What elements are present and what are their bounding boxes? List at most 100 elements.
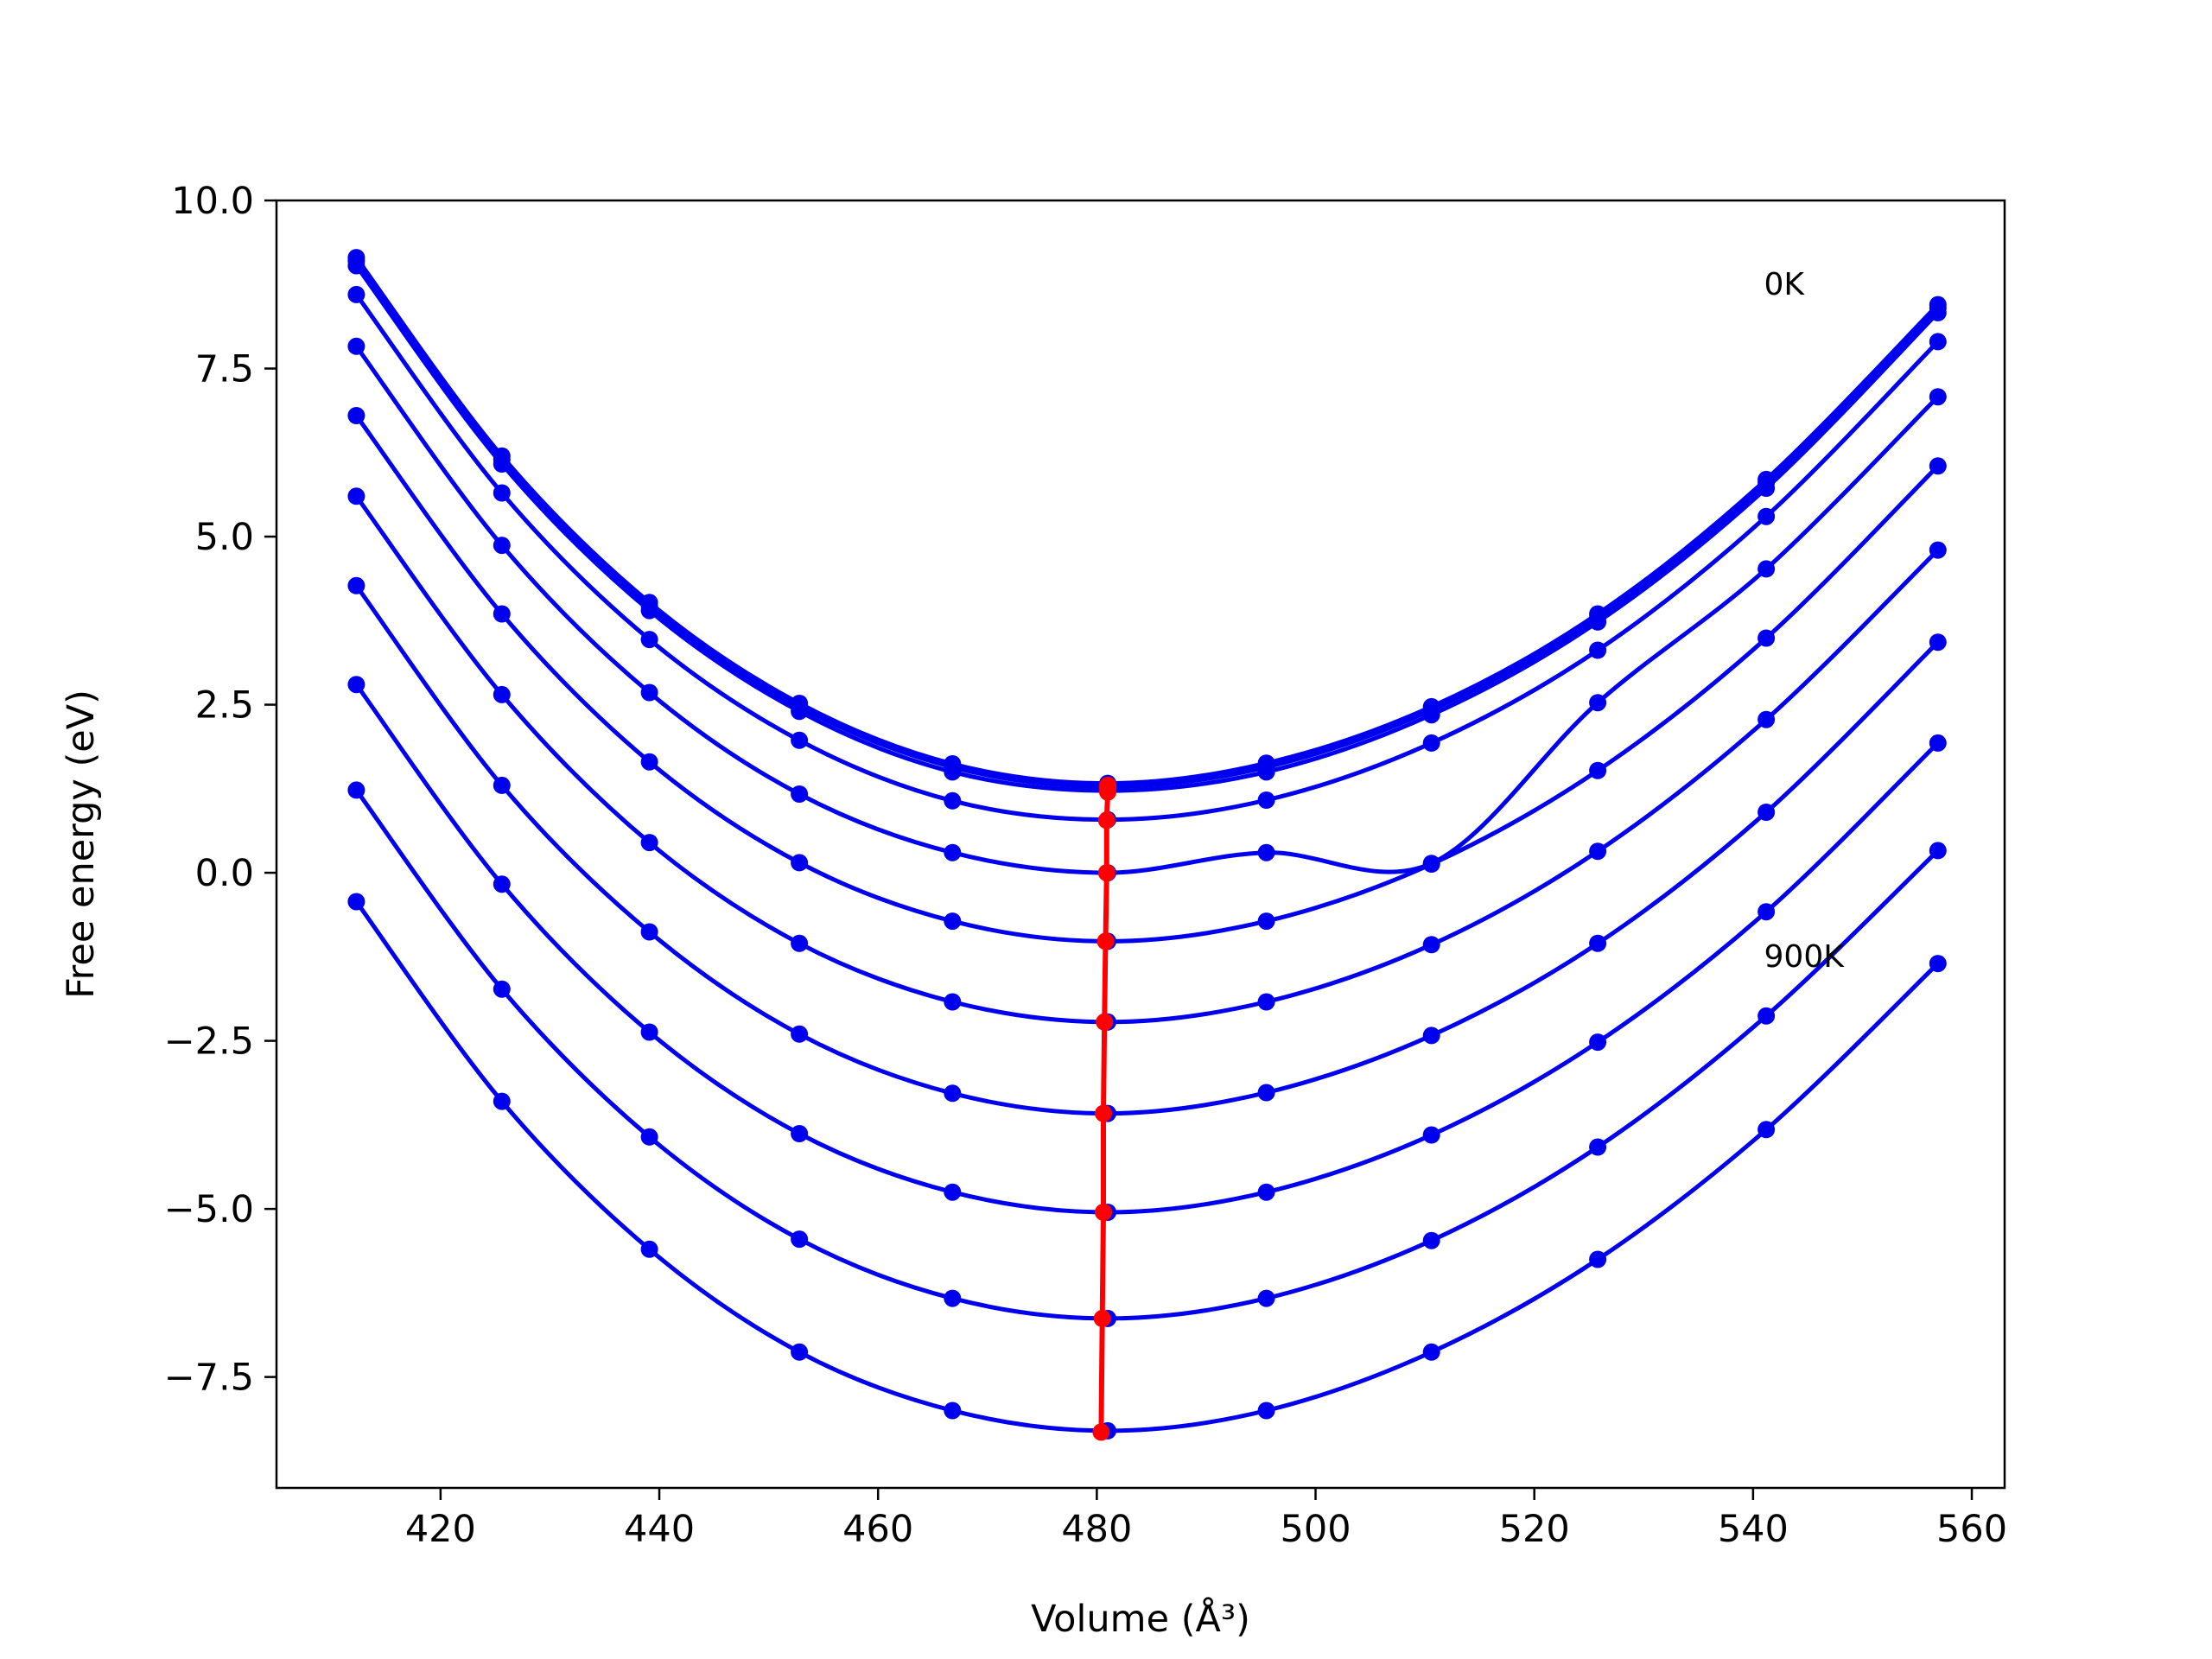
y-tick-label: 5.0 <box>195 516 254 559</box>
y-tick-label: −5.0 <box>164 1188 254 1231</box>
series-9-point-4 <box>791 1125 809 1142</box>
minimum-point-5 <box>1097 864 1116 882</box>
series-11-point-5 <box>944 1402 962 1420</box>
plot-frame <box>275 199 2006 1490</box>
x-axis-ticks: 420 440 460 480 500 520 540 560 <box>405 1488 2007 1551</box>
series-7-point-9 <box>1589 842 1607 861</box>
series-5-point-4 <box>791 785 809 803</box>
series-4-point-9 <box>1589 641 1607 659</box>
series-7-point-1 <box>347 487 365 505</box>
series-5-point-5 <box>944 843 962 861</box>
series-10-point-3 <box>640 1128 658 1146</box>
series-4-point-3 <box>640 631 658 649</box>
series-6-point-5 <box>944 912 962 931</box>
minima-layer <box>1092 776 1116 1441</box>
series-6-point-7 <box>1257 912 1275 931</box>
series-6-point-3 <box>640 753 658 771</box>
series-7-point-5 <box>944 993 962 1011</box>
series-11-point-8 <box>1422 1343 1440 1361</box>
series-9-point-7 <box>1257 1183 1275 1201</box>
annotation-min-temperature: 0K <box>1764 267 1806 302</box>
series-10-point-1 <box>347 781 365 799</box>
series-3-point-2 <box>493 455 511 473</box>
series-6-point-11 <box>1929 457 1947 475</box>
series-6-point-10 <box>1758 629 1776 647</box>
minimum-point-3 <box>1099 783 1116 801</box>
series-8-point-8 <box>1422 1027 1440 1045</box>
series-8-point-1 <box>347 576 365 594</box>
x-tick-label: 520 <box>1499 1508 1570 1551</box>
series-8-point-5 <box>944 1084 962 1103</box>
series-7-point-7 <box>1257 993 1275 1011</box>
series-10-point-8 <box>1422 1231 1440 1249</box>
series-10-point-5 <box>944 1289 962 1307</box>
series-3-point-3 <box>640 601 658 620</box>
series-11-point-4 <box>791 1343 809 1361</box>
series-6-point-9 <box>1589 761 1607 779</box>
series-9-point-3 <box>640 1023 658 1041</box>
series-5-point-7 <box>1257 843 1275 861</box>
minimum-point-10 <box>1093 1309 1111 1327</box>
series-9-point-5 <box>944 1183 962 1201</box>
series-3-point-11 <box>1929 303 1947 321</box>
series-7-point-2 <box>493 685 511 703</box>
x-tick-label: 420 <box>405 1508 476 1551</box>
series-8-point-11 <box>1929 633 1947 652</box>
series-8-point-10 <box>1758 804 1776 821</box>
series-10-point-11 <box>1929 842 1947 860</box>
series-3-point-5 <box>944 763 962 781</box>
series-11-point-7 <box>1257 1402 1275 1420</box>
series-4-point-8 <box>1422 734 1440 752</box>
series-11-point-3 <box>640 1240 658 1258</box>
series-6-point-4 <box>791 854 809 872</box>
series-11-point-2 <box>493 1092 511 1110</box>
series-10-point-7 <box>1257 1289 1275 1307</box>
series-6-point-1 <box>347 407 365 424</box>
series-10-point-4 <box>791 1230 809 1249</box>
series-9-point-1 <box>347 676 365 694</box>
series-7-point-10 <box>1758 710 1776 728</box>
series-6-point-8 <box>1422 855 1440 873</box>
series-5-point-9 <box>1589 694 1607 712</box>
x-tick-label: 480 <box>1061 1508 1132 1551</box>
series-5-point-3 <box>640 683 658 702</box>
series-11-point-9 <box>1589 1250 1607 1268</box>
y-tick-label: −7.5 <box>164 1357 254 1400</box>
series-7-point-11 <box>1929 541 1947 559</box>
series-5-point-1 <box>347 337 365 355</box>
y-tick-label: 10.0 <box>171 180 254 223</box>
y-tick-label: 7.5 <box>195 348 254 391</box>
minimum-point-9 <box>1095 1204 1112 1221</box>
series-8-point-7 <box>1257 1084 1275 1102</box>
series-11-point-10 <box>1758 1121 1776 1139</box>
series-7-point-3 <box>640 834 658 852</box>
y-tick-label: −2.5 <box>164 1020 254 1064</box>
series-4-point-4 <box>791 731 809 749</box>
series-4-point-5 <box>944 791 962 810</box>
annotation-max-temperature: 900K <box>1764 939 1846 975</box>
x-tick-label: 500 <box>1280 1508 1351 1551</box>
series-4-point-2 <box>493 484 511 502</box>
series-3-point-7 <box>1257 763 1275 781</box>
series-4-point-7 <box>1257 791 1275 809</box>
series-10-point-10 <box>1758 1007 1776 1025</box>
y-axis-label: Free energy (eV) <box>60 690 103 999</box>
x-axis-label: Volume (Å³) <box>1031 1597 1250 1641</box>
y-axis-ticks: 10.0 7.5 5.0 2.5 0.0 −2.5 −5.0 −7.5 <box>164 180 276 1400</box>
series-7-point-8 <box>1422 936 1440 954</box>
x-tick-label: 440 <box>624 1508 695 1551</box>
series-4-point-1 <box>347 285 365 303</box>
series-8-point-9 <box>1589 934 1607 952</box>
series-9-point-11 <box>1929 734 1947 752</box>
y-tick-label: 0.0 <box>195 852 254 895</box>
series-3-point-9 <box>1589 613 1607 631</box>
minimum-point-11 <box>1092 1423 1110 1441</box>
minimum-point-8 <box>1095 1104 1112 1122</box>
series-3-point-10 <box>1758 480 1776 497</box>
series-9-point-2 <box>493 875 511 893</box>
minimum-point-7 <box>1096 1013 1114 1031</box>
minimum-point-4 <box>1097 811 1116 830</box>
series-11-point-11 <box>1929 955 1947 973</box>
series-9-point-8 <box>1422 1126 1440 1144</box>
